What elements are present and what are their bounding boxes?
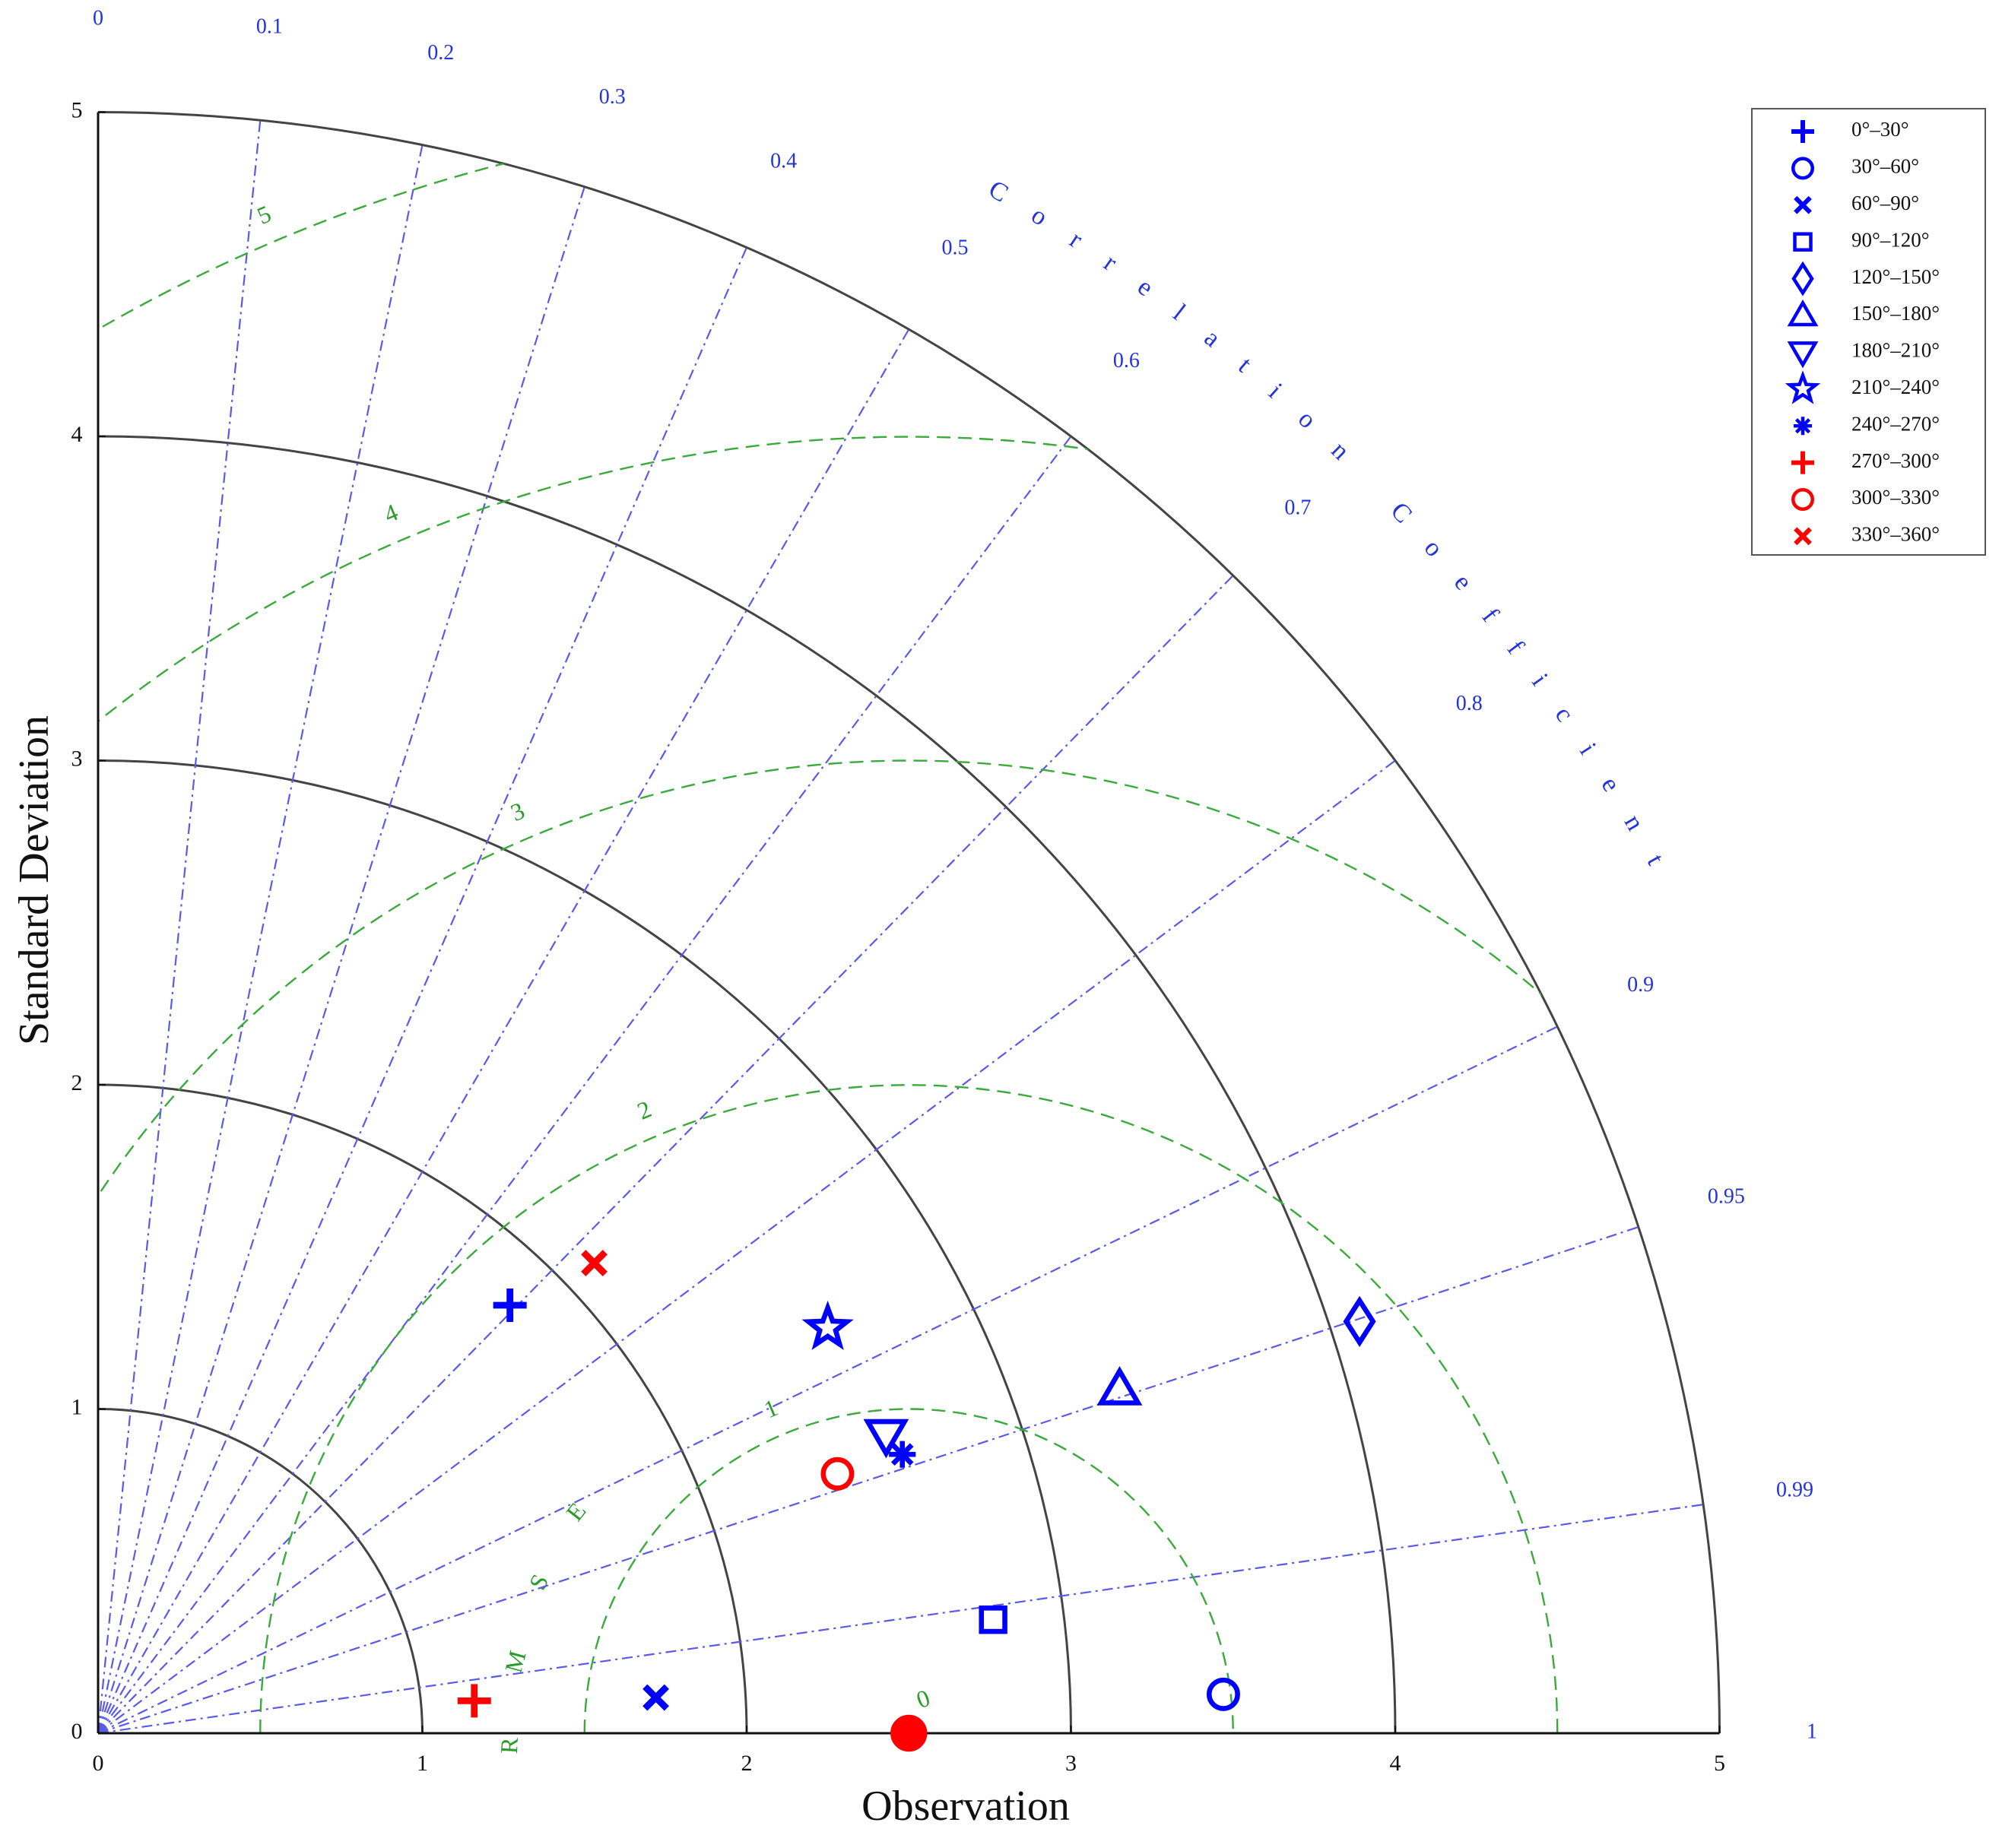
legend-marker — [1785, 370, 1821, 404]
x-tick-label: 3 — [1065, 1751, 1077, 1776]
rmse-label: RMSE — [495, 1447, 631, 1754]
data-point — [642, 1684, 669, 1711]
rmse-arc — [259, 1083, 1559, 1733]
data-point — [457, 1684, 491, 1718]
correlation-tick-label: 0.9 — [1627, 973, 1654, 997]
legend-marker — [1794, 527, 1812, 546]
correlation-tick-label: 0.3 — [599, 85, 626, 109]
data-point — [863, 1418, 909, 1459]
x-tick-label: 5 — [1714, 1751, 1725, 1776]
correlation-tick-label: 0 — [93, 6, 103, 30]
correlation-line — [97, 436, 1072, 1734]
rmse-arc — [98, 435, 1720, 1733]
correlation-tick-label: 0.4 — [770, 150, 797, 173]
legend-marker — [1791, 157, 1814, 180]
correlation-tick-label: 0.95 — [1708, 1185, 1745, 1209]
correlation-tick-label: 1 — [1807, 1720, 1817, 1743]
legend-box — [1751, 108, 1986, 556]
rmse-tick-label: 1 — [760, 1393, 782, 1423]
data-point — [1206, 1677, 1240, 1711]
legend-marker — [1791, 451, 1814, 474]
correlation-line — [97, 575, 1234, 1734]
data-point — [889, 1441, 916, 1468]
rmse-label-text: RMSE — [495, 1447, 566, 1754]
legend-marker — [1787, 341, 1819, 369]
legend-label: 120°–150° — [1851, 265, 1940, 288]
x-tick-label: 4 — [1390, 1751, 1401, 1776]
rmse-tick-label: 5 — [253, 200, 275, 230]
correlation-line — [97, 1504, 1704, 1735]
data-point — [820, 1457, 855, 1491]
legend-label: 300°–330° — [1851, 486, 1940, 509]
legend-marker — [1787, 300, 1819, 327]
data-point — [979, 1606, 1007, 1634]
correlation-tick-label: 0.5 — [942, 236, 969, 259]
data-point — [1343, 1295, 1376, 1347]
x-tick-label: 2 — [741, 1751, 753, 1776]
rmse-tick-label: 0 — [912, 1684, 933, 1713]
y-axis-label: Standard Deviation — [11, 715, 58, 1045]
correlation-label: Correlation Coefficient — [984, 175, 1686, 899]
std-arc — [97, 435, 1397, 1734]
legend-marker — [1791, 488, 1814, 511]
correlation-line — [97, 186, 585, 1734]
legend-label: 330°–360° — [1851, 523, 1940, 546]
legend-label: 270°–300° — [1851, 449, 1940, 472]
legend-label: 180°–210° — [1851, 339, 1940, 362]
legend-marker — [1793, 232, 1813, 252]
correlation-line — [97, 120, 262, 1734]
legend-label: 0°–30° — [1851, 118, 1909, 141]
plot-area — [97, 111, 1721, 1735]
x-tick-label: 1 — [417, 1751, 428, 1776]
legend-marker — [1794, 417, 1812, 436]
y-tick-label: 4 — [71, 422, 83, 447]
correlation-line — [97, 1025, 1558, 1734]
correlation-tick-label: 0.7 — [1284, 496, 1311, 520]
std-arc — [97, 1083, 748, 1734]
correlation-line — [97, 144, 424, 1734]
x-tick-label: 0 — [93, 1751, 104, 1776]
rmse-arc — [583, 1408, 1234, 1733]
legend-label: 150°–180° — [1851, 302, 1940, 325]
legend-marker — [1794, 195, 1812, 214]
std-arc — [97, 111, 1721, 1734]
rmse-tick-label: 2 — [633, 1095, 655, 1124]
correlation-line — [97, 247, 748, 1734]
data-point — [801, 1300, 854, 1350]
correlation-line — [97, 328, 910, 1734]
y-tick-label: 1 — [71, 1394, 83, 1419]
correlation-line — [97, 759, 1396, 1734]
correlation-tick-label: 0.2 — [427, 41, 454, 65]
correlation-tick-label: 0.6 — [1113, 349, 1140, 372]
legend-marker — [1791, 261, 1814, 296]
std-arc — [97, 1408, 424, 1734]
x-axis-label: Observation — [861, 1783, 1070, 1830]
data-point — [581, 1250, 608, 1276]
legend-label: 60°–90° — [1851, 192, 1919, 214]
y-tick-label: 0 — [71, 1719, 83, 1744]
legend-marker — [1791, 120, 1814, 143]
correlation-tick-label: 0.99 — [1776, 1478, 1813, 1501]
rmse-tick-label: 3 — [506, 797, 528, 826]
legend-label: 210°–240° — [1851, 376, 1940, 398]
legend-label: 30°–60° — [1851, 155, 1919, 178]
rmse-tick-label: 4 — [380, 498, 402, 528]
y-tick-label: 2 — [71, 1070, 83, 1095]
data-point — [493, 1289, 527, 1323]
correlation-line — [97, 1226, 1639, 1735]
legend-label: 90°–120° — [1851, 228, 1930, 251]
correlation-tick-label: 0.1 — [256, 15, 283, 39]
std-arc — [97, 759, 1072, 1734]
correlation-tick-label: 0.8 — [1456, 692, 1483, 715]
legend-label: 240°–270° — [1851, 412, 1940, 435]
correlation-label-text: Correlation Coefficient — [984, 175, 1653, 899]
y-tick-label: 5 — [71, 97, 83, 122]
reference-point — [890, 1714, 928, 1752]
y-tick-label: 3 — [71, 746, 83, 771]
data-point — [1096, 1366, 1143, 1406]
